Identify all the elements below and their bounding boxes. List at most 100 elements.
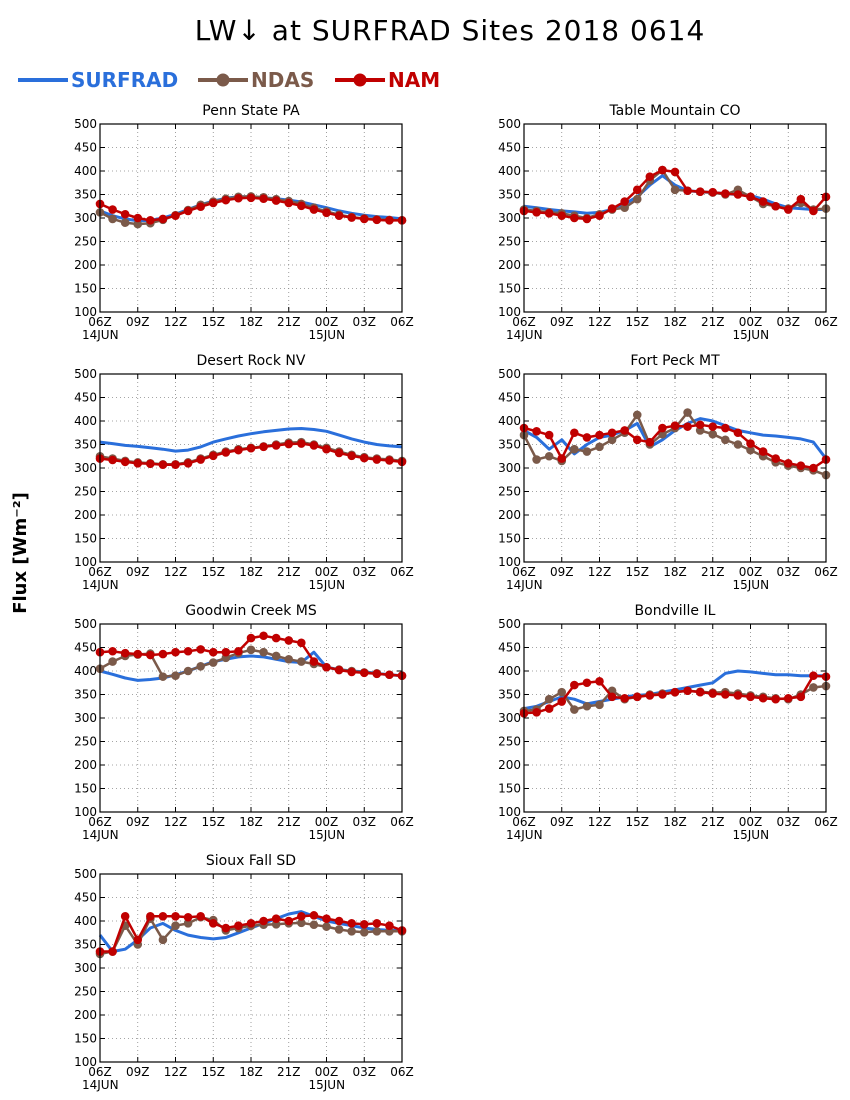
y-tick-label: 400 <box>74 664 97 678</box>
x-tick-label: 12Z <box>588 815 612 829</box>
data-point-ndas <box>196 662 205 671</box>
x-tick-label: 06Z <box>88 1065 112 1079</box>
y-tick-label: 450 <box>74 891 97 905</box>
y-tick-label: 450 <box>498 141 521 155</box>
data-point-nam <box>158 912 168 921</box>
data-point-nam <box>183 912 193 922</box>
data-point-nam <box>570 428 579 438</box>
x-tick-label: 00Z <box>739 565 763 579</box>
data-point-ndas <box>582 701 592 711</box>
data-point-nam <box>334 916 344 926</box>
data-point-nam <box>595 677 604 686</box>
data-point-ndas <box>208 658 218 667</box>
data-point-nam <box>746 192 755 202</box>
series-ndas <box>95 645 407 681</box>
data-point-nam <box>607 692 617 702</box>
x-tick-label: 21Z <box>701 815 725 829</box>
x-date-label: 14JUN <box>82 1078 119 1092</box>
y-tick-label: 150 <box>498 282 521 296</box>
data-point-nam <box>183 459 193 468</box>
data-point-ndas <box>171 671 180 681</box>
data-point-nam <box>221 195 231 205</box>
x-date-label: 15JUN <box>309 1078 346 1092</box>
y-tick-label: 400 <box>74 164 97 178</box>
legend-marker <box>353 73 367 87</box>
x-date-label: 14JUN <box>506 578 543 592</box>
x-tick-label: 15Z <box>202 1065 226 1079</box>
data-point-nam <box>796 461 806 470</box>
data-point-ndas <box>532 455 541 464</box>
data-point-ndas <box>284 654 294 664</box>
data-point-ndas <box>670 185 680 195</box>
data-point-nam <box>620 426 629 435</box>
data-point-nam <box>208 919 218 928</box>
x-tick-label: 03Z <box>777 565 801 579</box>
data-point-nam <box>359 668 369 678</box>
data-point-ndas <box>246 645 256 655</box>
panel-sioux-fall-sd: Sioux Fall SD 06Z 09Z 12Z 15Z 18Z 21Z 00Z 03Z 06Z… <box>74 853 414 1092</box>
x-date-label: 15JUN <box>733 578 770 592</box>
data-point-nam <box>670 167 680 177</box>
grid <box>524 374 826 562</box>
y-tick-label: 350 <box>74 938 97 952</box>
x-tick-label: 09Z <box>126 815 150 829</box>
data-point-nam <box>683 686 692 696</box>
x-tick-label: 06Z <box>814 815 838 829</box>
x-tick-label: 18Z <box>239 565 263 579</box>
x-tick-label: 18Z <box>239 815 263 829</box>
data-point-nam <box>809 206 818 216</box>
data-point-nam <box>557 454 567 463</box>
y-tick-label: 500 <box>498 617 521 631</box>
data-point-nam <box>607 204 617 213</box>
data-point-ndas <box>158 935 168 945</box>
data-point-nam <box>721 189 730 198</box>
y-tick-label: 400 <box>498 164 521 178</box>
x-date-label: 15JUN <box>733 328 770 342</box>
data-point-nam <box>796 692 806 702</box>
data-point-nam <box>582 678 592 688</box>
data-point-nam <box>246 633 256 643</box>
data-point-nam <box>246 919 256 928</box>
data-point-nam <box>758 693 768 703</box>
data-point-nam <box>721 423 730 433</box>
x-tick-label: 15Z <box>202 315 226 329</box>
data-point-nam <box>809 671 818 681</box>
data-point-nam <box>171 460 180 470</box>
panel-title: Goodwin Creek MS <box>185 603 317 619</box>
panel-title: Sioux Fall SD <box>206 853 296 869</box>
data-point-ndas <box>544 451 554 461</box>
data-point-ndas <box>108 657 117 666</box>
data-point-nam <box>544 430 554 440</box>
data-point-nam <box>183 646 193 656</box>
data-point-nam <box>297 638 306 648</box>
y-tick-label: 250 <box>74 235 97 249</box>
data-point-nam <box>582 433 592 442</box>
y-tick-label: 200 <box>74 758 97 772</box>
x-tick-label: 18Z <box>239 315 263 329</box>
data-point-ndas <box>570 444 579 454</box>
x-tick-label: 12Z <box>164 315 188 329</box>
data-point-nam <box>271 196 281 205</box>
grid <box>100 374 402 562</box>
data-point-nam <box>557 211 567 220</box>
data-point-nam <box>645 172 655 181</box>
data-point-nam <box>532 208 541 217</box>
data-point-nam <box>120 648 130 658</box>
legend-item-surfrad: SURFRAD <box>18 68 178 92</box>
series-nam <box>95 631 407 681</box>
data-point-nam <box>347 919 356 928</box>
y-tick-label: 200 <box>74 1008 97 1022</box>
y-tick-label: 100 <box>74 805 97 819</box>
data-point-nam <box>196 912 205 921</box>
panel-title: Penn State PA <box>202 103 300 119</box>
x-tick-label: 06Z <box>88 815 112 829</box>
y-tick-label: 150 <box>74 1032 97 1046</box>
data-point-nam <box>158 649 168 659</box>
data-point-nam <box>721 690 730 699</box>
data-point-nam <box>670 687 680 697</box>
y-tick-label: 350 <box>498 188 521 202</box>
panel-title: Fort Peck MT <box>630 353 720 369</box>
x-tick-label: 00Z <box>315 815 339 829</box>
data-point-nam <box>234 921 243 931</box>
